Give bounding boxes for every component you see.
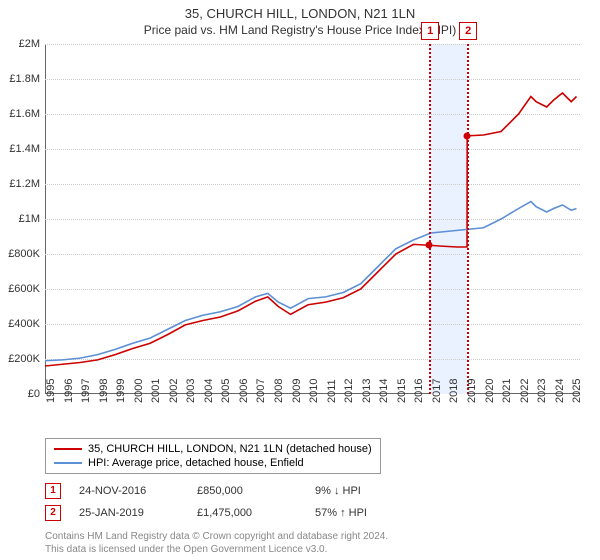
line-series bbox=[45, 44, 580, 394]
chart-container: 35, CHURCH HILL, LONDON, N21 1LN Price p… bbox=[0, 0, 600, 560]
sale-date: 25-JAN-2019 bbox=[79, 507, 179, 519]
sale-delta: 57% ↑ HPI bbox=[315, 507, 415, 519]
legend-label: 35, CHURCH HILL, LONDON, N21 1LN (detach… bbox=[88, 443, 372, 455]
sale-date: 24-NOV-2016 bbox=[79, 485, 179, 497]
legend-swatch bbox=[54, 462, 82, 464]
chart-title: 35, CHURCH HILL, LONDON, N21 1LN bbox=[0, 0, 600, 21]
plot-area: 12 £0£200K£400K£600K£800K£1M£1.2M£1.4M£1… bbox=[45, 44, 580, 394]
footer-attribution: Contains HM Land Registry data © Crown c… bbox=[45, 530, 388, 556]
sale-badge-icon: 1 bbox=[45, 483, 61, 499]
sales-table: 1 24-NOV-2016 £850,000 9% ↓ HPI 2 25-JAN… bbox=[45, 480, 415, 524]
sale-price: £1,475,000 bbox=[197, 507, 297, 519]
sales-row: 1 24-NOV-2016 £850,000 9% ↓ HPI bbox=[45, 480, 415, 502]
sale-badge-icon: 2 bbox=[45, 505, 61, 521]
footer-line: This data is licensed under the Open Gov… bbox=[45, 543, 388, 556]
chart-subtitle: Price paid vs. HM Land Registry's House … bbox=[0, 21, 600, 41]
legend-item: 35, CHURCH HILL, LONDON, N21 1LN (detach… bbox=[54, 442, 372, 456]
sale-delta: 9% ↓ HPI bbox=[315, 485, 415, 497]
sales-row: 2 25-JAN-2019 £1,475,000 57% ↑ HPI bbox=[45, 502, 415, 524]
legend-box: 35, CHURCH HILL, LONDON, N21 1LN (detach… bbox=[45, 438, 381, 474]
legend-swatch bbox=[54, 448, 82, 450]
legend-label: HPI: Average price, detached house, Enfi… bbox=[88, 457, 304, 469]
footer-line: Contains HM Land Registry data © Crown c… bbox=[45, 530, 388, 543]
sale-price: £850,000 bbox=[197, 485, 297, 497]
legend-item: HPI: Average price, detached house, Enfi… bbox=[54, 456, 372, 470]
